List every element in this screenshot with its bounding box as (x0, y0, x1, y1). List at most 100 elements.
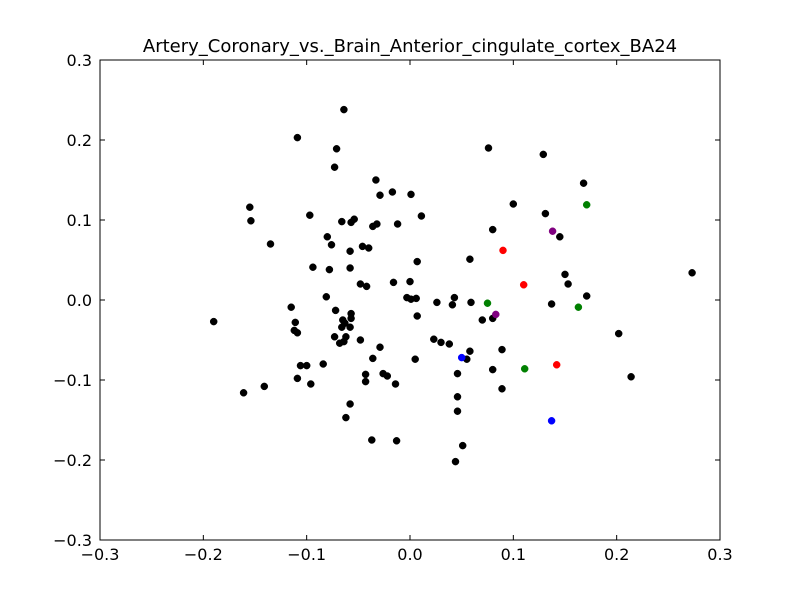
scatter-point-s0-78 (411, 355, 419, 363)
scatter-point-s0-37 (541, 209, 550, 218)
scatter-point-s0-65 (406, 277, 414, 286)
scatter-point-s0-31 (362, 282, 371, 291)
x-tick-label-5: 0.2 (604, 545, 629, 564)
scatter-point-s1-0 (499, 246, 507, 255)
scatter-point-s0-17 (364, 244, 373, 252)
scatter-point-s0-6 (579, 179, 588, 187)
scatter-point-s0-30 (356, 280, 365, 288)
scatter-point-s0-50 (331, 306, 340, 315)
scatter-point-s0-5 (539, 150, 548, 159)
scatter-point-s1-1 (519, 281, 528, 289)
scatter-point-s0-9 (266, 240, 275, 248)
scatter-point-s0-20 (372, 176, 380, 184)
scatter-point-s2-0 (582, 201, 591, 209)
scatter-point-s0-2 (332, 145, 341, 153)
x-tick-label-6: 0.3 (707, 545, 732, 564)
scatter-point-s0-39 (561, 270, 569, 279)
scatter-point-s0-15 (350, 215, 358, 223)
scatter-point-s0-96 (498, 385, 506, 393)
y-tick-label-2: −0.1 (53, 371, 92, 390)
scatter-point-s0-76 (437, 338, 445, 347)
scatter-point-s0-59 (356, 336, 365, 344)
scatter-point-s0-98 (453, 407, 462, 415)
x-tick-label-4: 0.1 (501, 545, 526, 564)
scatter-point-s0-49 (322, 293, 331, 301)
y-tick-label-4: 0.1 (67, 211, 92, 230)
scatter-point-s0-13 (338, 217, 346, 226)
scatter-point-s0-40 (564, 280, 572, 288)
scatter-point-s0-16 (358, 242, 367, 251)
scatter-point-s0-90 (361, 370, 370, 379)
scatter-point-s0-63 (369, 354, 377, 363)
scatter-point-s0-61 (330, 333, 339, 341)
scatter-point-s1-2 (552, 361, 561, 369)
scatter-point-s0-12 (327, 241, 336, 249)
scatter-point-s0-47 (293, 329, 302, 337)
x-tick-label-3: 0.0 (397, 545, 422, 564)
scatter-point-s0-84 (302, 361, 311, 370)
scatter-point-s0-88 (260, 382, 269, 391)
scatter-point-s0-101 (368, 436, 376, 444)
scatter-point-s0-22 (388, 188, 397, 196)
scatter-point-s0-34 (466, 255, 474, 263)
scatter-point-s4-0 (457, 353, 466, 362)
scatter-point-s2-1 (574, 303, 583, 311)
scatter-point-s0-56 (335, 339, 344, 347)
scatter-point-s0-67 (412, 294, 420, 303)
scatter-point-s0-87 (307, 380, 315, 388)
scatter-point-s0-99 (346, 400, 354, 408)
scatter-point-s0-89 (239, 389, 248, 397)
scatter-point-s0-62 (376, 343, 384, 351)
scatter-point-s0-26 (346, 247, 354, 255)
scatter-point-s0-27 (346, 264, 354, 272)
scatter-point-s0-70 (448, 301, 457, 309)
scatter-point-s0-71 (450, 293, 459, 302)
scatter-point-s0-73 (478, 316, 487, 324)
scatter-point-s0-19 (373, 220, 381, 228)
scatter-point-s0-41 (547, 300, 556, 308)
scatter-point-s0-106 (627, 373, 635, 381)
y-tick-label-3: 0.0 (67, 291, 92, 310)
scatter-point-s0-72 (467, 298, 475, 307)
scatter-point-s0-68 (413, 312, 421, 320)
scatter-point-s0-53 (338, 323, 346, 331)
scatter-point-s0-81 (498, 345, 506, 354)
scatter-point-s0-38 (556, 233, 564, 241)
scatter-point-s0-105 (614, 329, 623, 338)
scatter-point-s0-58 (347, 314, 355, 323)
x-tick-label-0: −0.3 (81, 545, 120, 564)
scatter-point-s0-32 (389, 278, 398, 287)
x-tick-label-1: −0.2 (184, 545, 223, 564)
scatter-point-s0-4 (484, 144, 493, 152)
ticks-layer: −0.3 −0.2 −0.1 0.0 0.1 0.2 0.3 −0.3 −0.2 −0.1 0.0 0… (53, 51, 733, 564)
scatter-point-s0-60 (346, 323, 354, 331)
scatter-point-s0-21 (376, 191, 384, 199)
scatter-point-s0-95 (453, 369, 462, 378)
points-layer (209, 105, 696, 466)
scatter-point-s0-29 (325, 265, 334, 274)
y-tick-label-1: −0.2 (53, 451, 92, 470)
scatter-point-s0-25 (393, 220, 402, 228)
scatter-point-s3-1 (492, 310, 500, 319)
scatter-point-s0-104 (451, 457, 460, 466)
y-tick-label-5: 0.2 (67, 131, 92, 150)
scatter-point-s0-11 (323, 233, 332, 241)
scatter-point-s0-3 (330, 163, 339, 171)
scatter-point-s0-1 (293, 133, 302, 142)
scatter-point-s0-100 (342, 413, 350, 422)
chart-title: Artery_Coronary_vs._Brain_Anterior_cingu… (143, 36, 677, 57)
scatter-point-s0-82 (488, 365, 497, 374)
scatter-point-s0-69 (433, 298, 441, 307)
scatter-point-s0-36 (509, 200, 518, 208)
scatter-point-s0-42 (582, 292, 591, 300)
scatter-point-s0-7 (246, 203, 254, 211)
scatter-point-s0-45 (287, 303, 295, 311)
scatter-point-s0-86 (293, 374, 302, 383)
scatter-point-s0-93 (383, 372, 392, 380)
scatter-point-s0-10 (306, 211, 314, 219)
scatter-point-s0-48 (291, 318, 300, 327)
y-tick-label-6: 0.3 (67, 51, 92, 70)
scatter-point-s2-3 (520, 365, 529, 373)
scatter-point-s0-97 (453, 393, 462, 401)
